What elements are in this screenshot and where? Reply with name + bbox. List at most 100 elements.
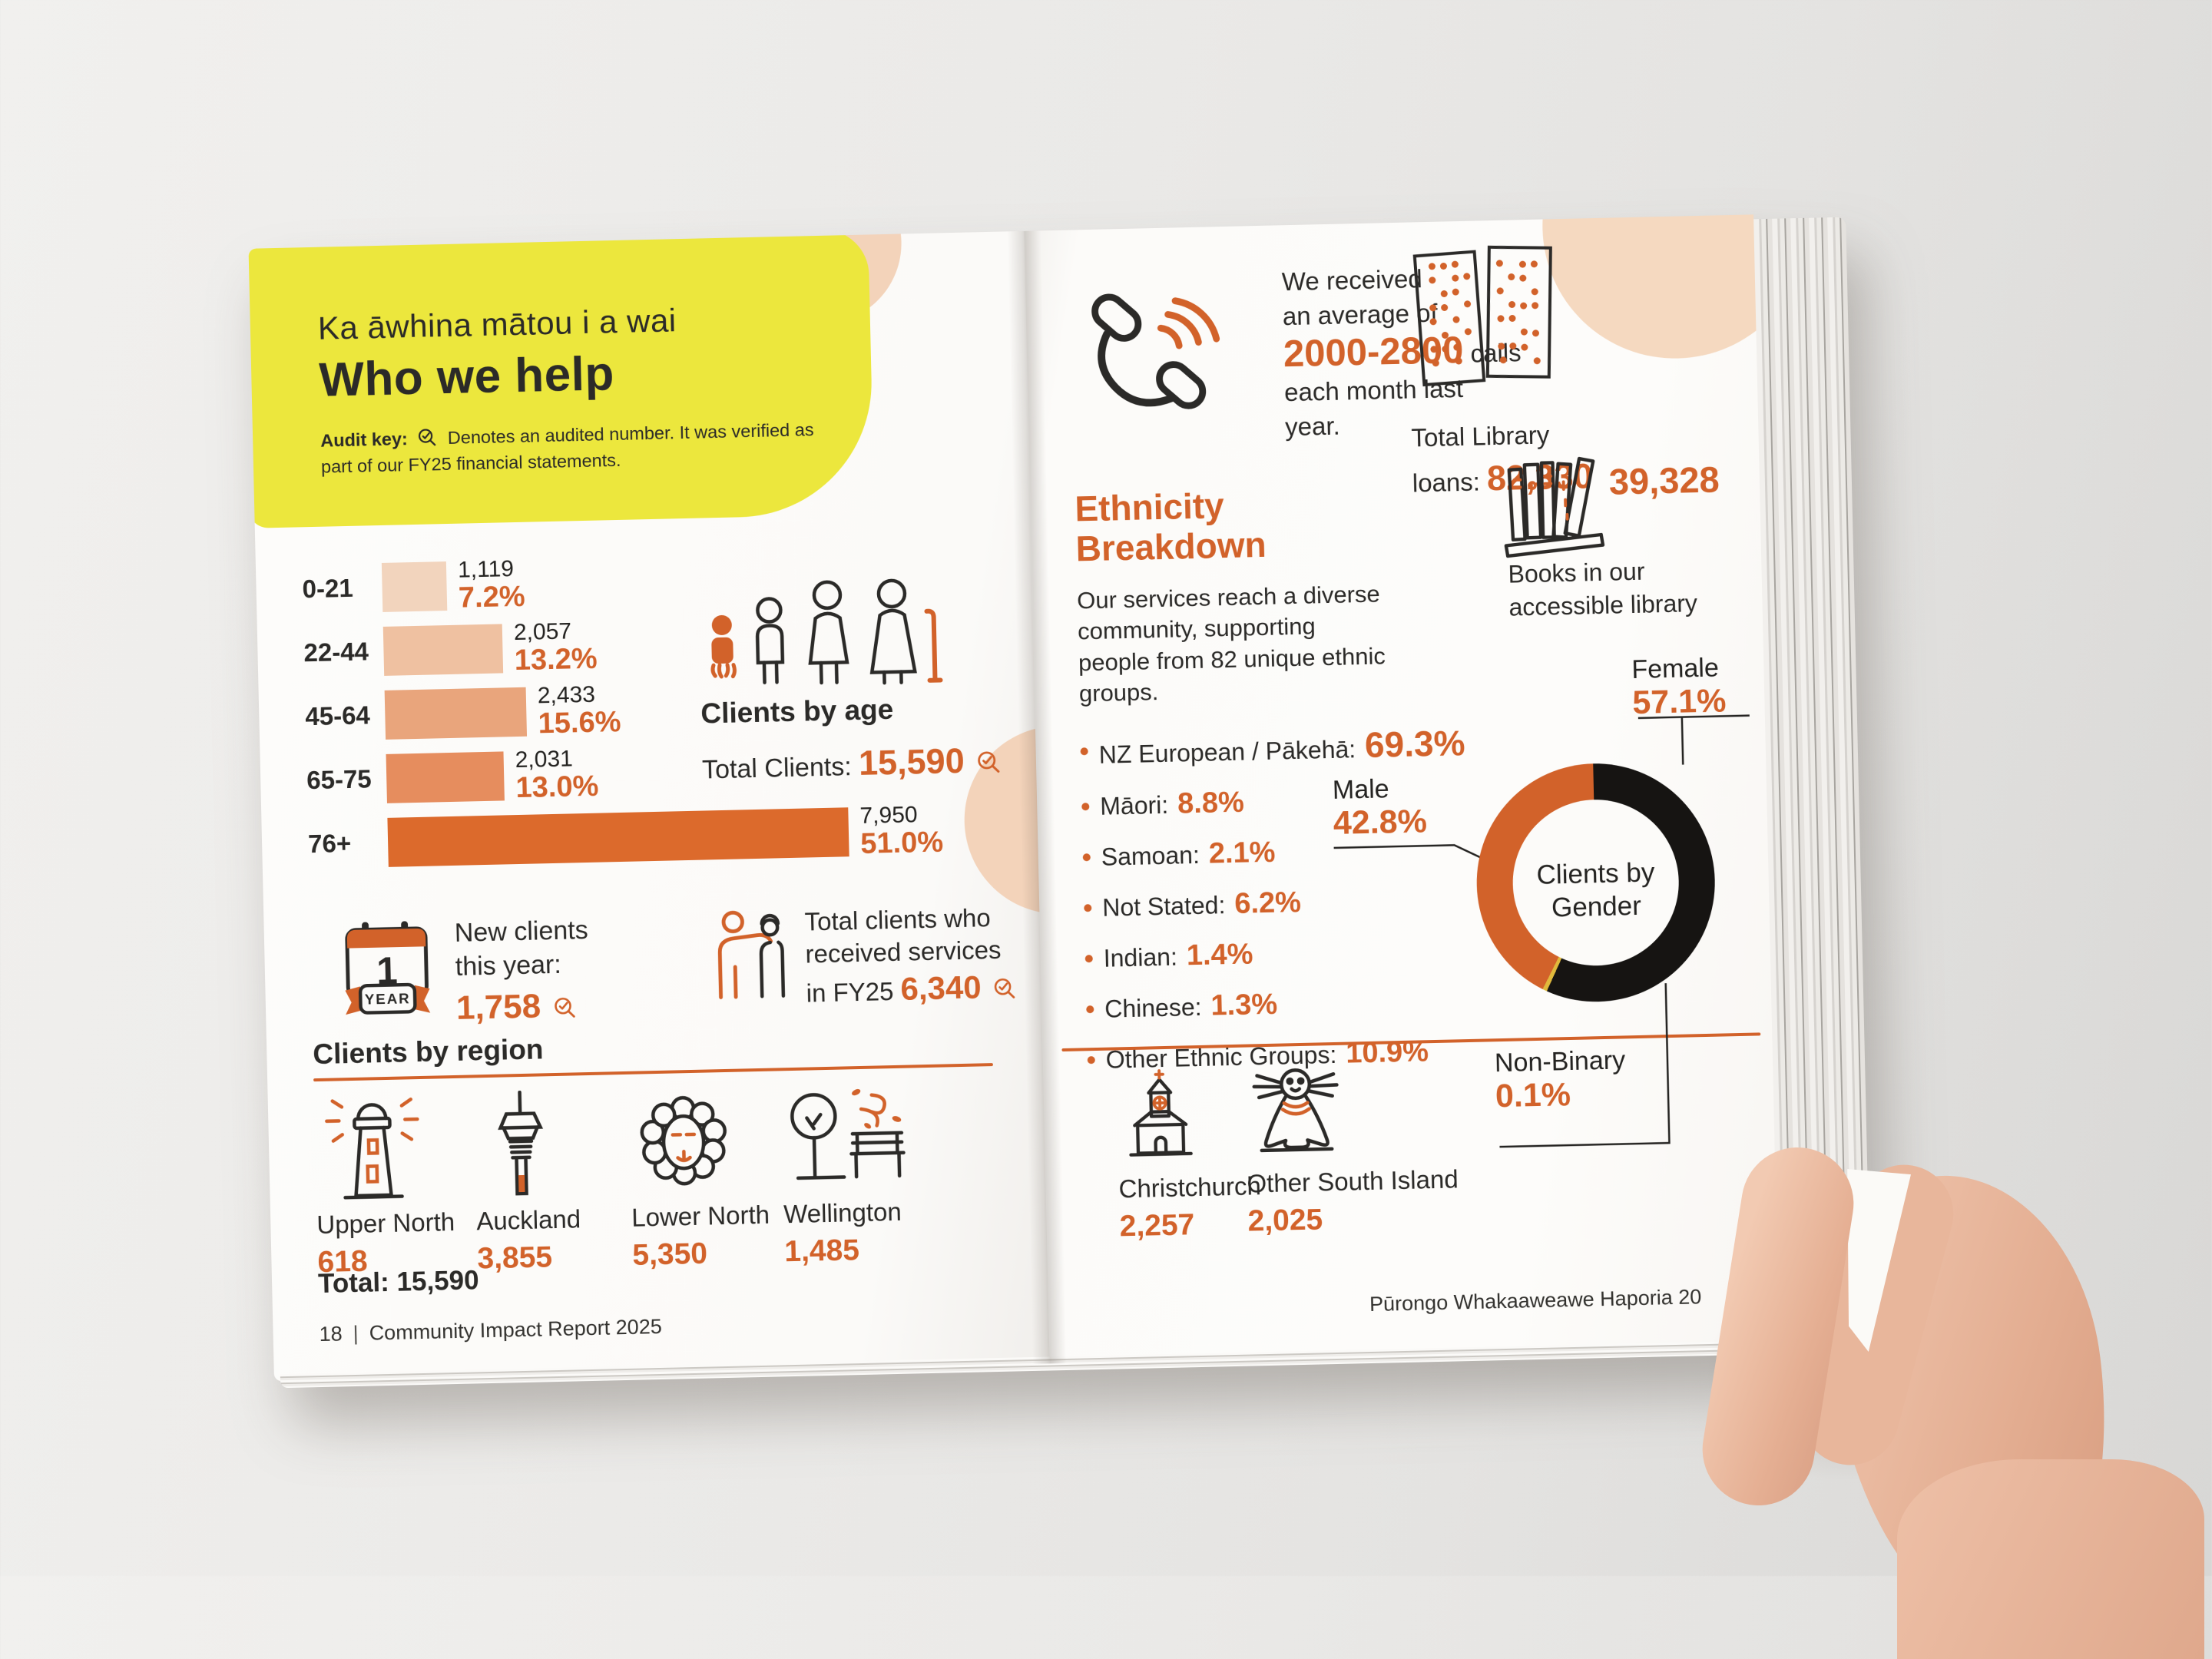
age-band-label: 76+ [308, 828, 389, 859]
age-count: 1,119 [458, 555, 525, 582]
books-value: 39,328 [1608, 458, 1720, 502]
gender-center-1: Clients by [1476, 856, 1715, 894]
right-footer: Pūrongo Whakaaweawe Haporia 20 [1369, 1285, 1702, 1316]
age-count: 2,031 [515, 745, 598, 772]
tree-bench-wind-icon [780, 1081, 913, 1192]
sky-tower-icon [474, 1090, 568, 1200]
region-upper-north: Upper North 618 [314, 1090, 475, 1280]
clients-by-age-caption: Clients by age [700, 690, 1031, 730]
bullet-dot [1081, 803, 1089, 810]
ethnicity-percent: 8.8% [1177, 786, 1245, 821]
region-name: Upper North [316, 1207, 475, 1240]
hand-wrist [1897, 1459, 2204, 1659]
region-lower-north: Lower North 5,350 [628, 1083, 790, 1273]
bullet-dot [1086, 1005, 1094, 1013]
bookshelf-icon [1499, 439, 1618, 565]
braille-pages-icon [1407, 231, 1565, 409]
region-name: Lower North [631, 1200, 790, 1233]
ethnicity-percent: 2.1% [1208, 836, 1276, 871]
ethnicity-label: Not Stated: [1102, 891, 1226, 922]
ethnicity-percent: 1.3% [1210, 988, 1278, 1023]
title-block: Ka āwhina mātou i a wai Who we help Audi… [317, 299, 828, 480]
audit-check-icon [976, 750, 1003, 777]
age-percent: 13.0% [515, 770, 599, 804]
clients-by-age-summary: Clients by age Total Clients: 15,590 [697, 568, 1032, 787]
region-christchurch: Christchurch 2,257 [1116, 1067, 1258, 1243]
audit-check-icon [552, 995, 578, 1021]
audit-check-icon [992, 977, 1018, 1002]
report-title-footer: Community Impact Report 2025 [369, 1315, 662, 1345]
region-wellington: Wellington 1,485 [780, 1080, 942, 1270]
regions-total: Total: 15,590 [318, 1265, 479, 1300]
lighthouse-icon [314, 1094, 432, 1203]
age-bar [383, 624, 503, 676]
bullet-dot [1085, 955, 1093, 962]
region-name: Auckland [476, 1204, 634, 1237]
gender-female-label: Female 57.1% [1631, 653, 1727, 721]
services-line3-prefix: in FY25 [806, 977, 894, 1008]
region-value: 1,485 [784, 1232, 942, 1270]
page-number: 18 [319, 1322, 343, 1346]
ethnicity-label: Indian: [1103, 943, 1177, 973]
calendar-year-label: YEAR [365, 990, 411, 1007]
photo-scene: Ka āwhina mātou i a wai Who we help Audi… [0, 0, 2212, 1576]
ethnicity-label: Chinese: [1104, 993, 1202, 1024]
age-bar [385, 687, 527, 740]
ethnicity-label: Māori: [1100, 791, 1169, 821]
new-clients-line1: New clients [454, 914, 588, 950]
footer-separator: | [353, 1322, 359, 1345]
total-clients-label: Total Clients: [702, 752, 852, 784]
gender-donut-center: Clients by Gender [1476, 856, 1716, 926]
region-value: 3,855 [477, 1239, 635, 1277]
total-clients-value: 15,590 [858, 741, 965, 783]
bullet-dot [1081, 747, 1088, 755]
new-clients-text: New clients this year: 1,758 [454, 914, 590, 1030]
services-value: 6,340 [900, 969, 982, 1007]
age-bar [386, 751, 505, 803]
ethnicity-label: Samoan: [1101, 841, 1200, 872]
ethnicity-heading-2: Breakdown [1075, 519, 1506, 568]
region-name: Christchurch [1118, 1171, 1257, 1204]
clients-by-region-heading: Clients by region [313, 1033, 544, 1071]
gender-chart: Clients by Gender Female 57.1% Male 42.8… [1286, 598, 1780, 1193]
age-band-label: 65-75 [306, 764, 387, 795]
books-caption-1: Books in our [1508, 554, 1697, 591]
calendar-icon: 1 YEAR [340, 919, 433, 1020]
audit-check-icon [417, 427, 439, 449]
age-percent: 7.2% [458, 581, 525, 614]
age-count: 2,057 [514, 618, 597, 644]
age-band-label: 22-44 [303, 637, 384, 667]
ethnicity-percent: 6.2% [1234, 886, 1302, 921]
people-group-icon [697, 569, 953, 690]
region-value: 2,025 [1247, 1199, 1509, 1239]
bullet-dot [1084, 904, 1091, 912]
support-people-icon [701, 900, 797, 1002]
region-value: 5,350 [632, 1235, 790, 1273]
sheep-icon [628, 1086, 738, 1196]
church-icon [1116, 1068, 1204, 1166]
region-value: 2,257 [1119, 1207, 1258, 1243]
audit-key-label: Audit key: [320, 429, 408, 451]
region-name: Wellington [783, 1197, 942, 1230]
services-stat: Total clients who received services in F… [701, 895, 1039, 902]
new-clients-stat: 1 YEAR New clients this year: 1,758 [340, 909, 694, 916]
age-count: 2,433 [537, 681, 620, 708]
left-page: Ka āwhina mātou i a wai Who we help Audi… [249, 231, 1050, 1382]
bullet-dot [1088, 1056, 1095, 1064]
age-bar [382, 561, 447, 612]
bullet-dot [1083, 853, 1091, 861]
age-percent: 13.2% [514, 643, 598, 677]
gender-center-2: Gender [1477, 888, 1716, 926]
age-count: 7,950 [859, 801, 942, 828]
age-percent: 15.6% [538, 707, 621, 740]
new-clients-value: 1,758 [455, 987, 541, 1026]
services-line2: received services [805, 933, 1022, 971]
age-band-label: 45-64 [305, 700, 386, 731]
age-band-label: 0-21 [302, 573, 382, 604]
services-line1: Total clients who [804, 901, 1021, 939]
report-book: Ka āwhina mātou i a wai Who we help Audi… [249, 213, 1872, 1382]
gender-nonbinary-label: Non-Binary 0.1% [1495, 1045, 1627, 1114]
total-clients-line: Total Clients: 15,590 [701, 740, 1032, 787]
gender-male-label: Male 42.8% [1332, 773, 1427, 842]
